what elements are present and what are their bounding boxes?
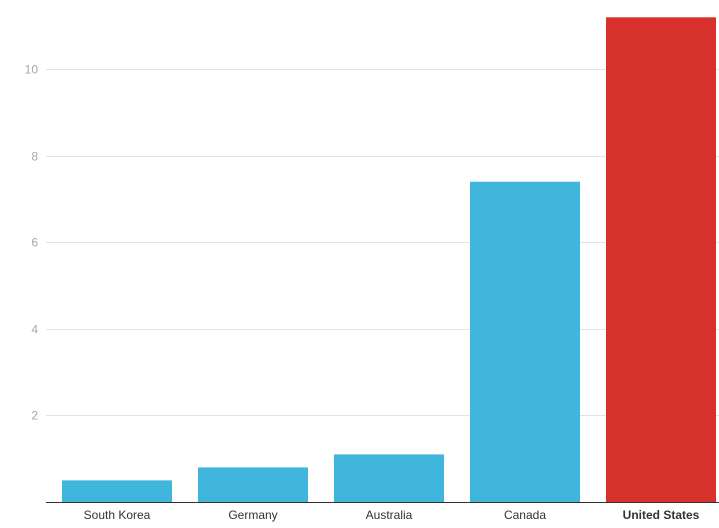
y-axis-ticks: 2 4 6 8 10 bbox=[25, 63, 39, 423]
x-tick-label: Germany bbox=[228, 508, 277, 522]
y-tick-label: 8 bbox=[31, 150, 38, 164]
bar-germany bbox=[198, 467, 308, 502]
bars bbox=[62, 17, 716, 503]
x-tick-label: United States bbox=[623, 508, 700, 522]
y-tick-label: 10 bbox=[25, 63, 39, 77]
x-tick-label: Canada bbox=[504, 508, 546, 522]
x-tick-label: South Korea bbox=[84, 508, 151, 522]
bar-australia bbox=[334, 454, 444, 502]
y-tick-label: 6 bbox=[31, 236, 38, 250]
y-tick-label: 4 bbox=[31, 323, 38, 337]
bar-canada bbox=[470, 181, 580, 503]
y-tick-label: 2 bbox=[31, 409, 38, 423]
bar-south-korea bbox=[62, 480, 172, 502]
x-tick-label: Australia bbox=[366, 508, 413, 522]
bar-united-states bbox=[606, 17, 716, 503]
x-axis-ticks: South Korea Germany Australia Canada United … bbox=[84, 508, 700, 522]
